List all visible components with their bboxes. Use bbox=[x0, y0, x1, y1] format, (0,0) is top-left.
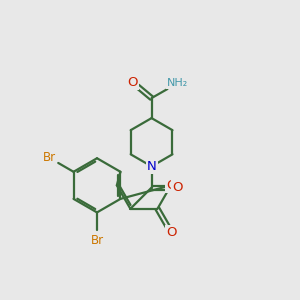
Text: O: O bbox=[166, 179, 176, 192]
Text: O: O bbox=[127, 76, 138, 89]
Text: Br: Br bbox=[43, 151, 56, 164]
Text: O: O bbox=[166, 226, 177, 239]
Text: Br: Br bbox=[90, 234, 104, 247]
Text: N: N bbox=[147, 160, 156, 173]
Text: O: O bbox=[172, 181, 182, 194]
Text: NH₂: NH₂ bbox=[167, 79, 188, 88]
